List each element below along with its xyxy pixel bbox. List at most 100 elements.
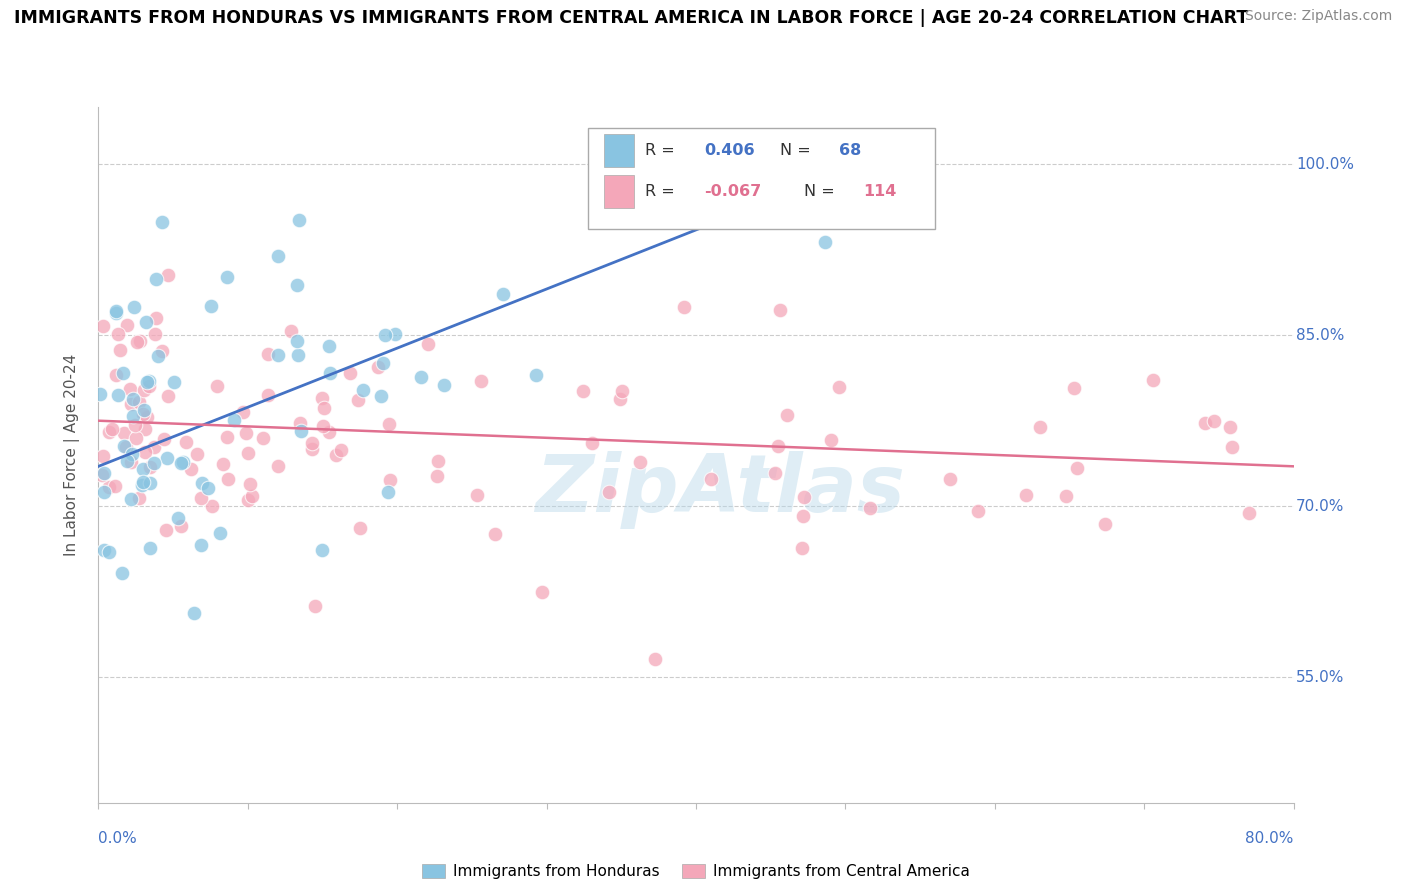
Point [409,369,432,384]
Point [814,235,837,249]
Point [122,300,145,314]
Point [426,469,449,483]
Point [267,459,290,474]
Point [105,306,128,320]
Point [132,475,155,489]
Point [115,453,138,467]
Point [209,525,232,540]
Point [190,539,212,553]
Point [240,489,263,503]
Text: IMMIGRANTS FROM HONDURAS VS IMMIGRANTS FROM CENTRAL AMERICA IN LABOR FORCE | AGE: IMMIGRANTS FROM HONDURAS VS IMMIGRANTS F… [14,9,1249,27]
Point [1054,489,1077,503]
Point [132,462,155,476]
Point [301,442,323,456]
Point [125,335,148,350]
Text: N =: N = [804,185,839,199]
Point [820,433,842,447]
Point [215,430,238,444]
Point [818,178,841,192]
Point [967,504,990,518]
Point [252,431,274,445]
Point [793,490,815,504]
Point [352,383,374,397]
Point [139,541,162,555]
Point [134,445,156,459]
Point [939,472,962,486]
Point [609,392,631,407]
Point [217,472,239,486]
Point [531,584,554,599]
Point [107,327,129,342]
Bar [605,175,634,209]
Point [769,303,792,318]
Point [93,449,115,463]
Point [162,375,184,389]
Point [112,439,135,453]
Point [267,249,290,263]
Point [139,475,162,490]
Point [266,348,288,362]
Point [235,426,257,441]
Point [183,606,205,620]
Point [190,491,212,505]
Point [766,439,789,453]
Text: 55.0%: 55.0% [1296,670,1344,685]
Text: N =: N = [779,143,815,158]
Point [129,334,152,348]
Point [1029,420,1052,434]
Point [370,389,392,403]
Point [89,387,111,401]
Point [122,392,145,407]
Point [108,343,131,358]
Point [145,271,167,285]
Text: 70.0%: 70.0% [1296,499,1344,514]
Point [491,286,513,301]
Text: 100.0%: 100.0% [1296,157,1354,171]
Point [200,299,222,313]
Point [311,543,333,558]
Point [153,432,176,446]
Point [285,334,308,348]
Point [312,419,335,434]
Point [581,436,603,450]
Point [301,436,323,450]
Point [104,479,127,493]
Point [156,268,179,283]
Point [236,493,259,508]
Point [1094,517,1116,532]
Point [373,356,395,370]
Point [93,484,115,499]
Point [377,484,399,499]
Text: R =: R = [644,185,679,199]
Point [828,380,851,394]
Point [124,418,146,433]
Point [121,447,143,461]
Point [101,422,124,436]
Point [98,480,121,494]
Point [142,457,165,471]
Point [105,368,128,383]
Point [132,407,155,421]
Point [426,453,449,467]
Point [211,457,233,471]
Point [156,389,179,403]
Text: 85.0%: 85.0% [1296,327,1344,343]
Point [1063,380,1085,394]
Point [339,366,361,380]
Point [197,482,219,496]
Point [120,454,142,468]
Point [318,339,340,353]
Text: -0.067: -0.067 [704,185,762,199]
Point [131,478,153,492]
Point [257,388,280,402]
Point [288,213,311,227]
Text: 68: 68 [839,143,862,158]
Point [111,566,134,580]
Point [524,368,547,383]
Point [191,475,214,490]
Point [349,521,371,535]
Point [107,388,129,402]
Point [692,134,714,148]
Point [792,541,814,555]
Text: ZipAtlas: ZipAtlas [534,450,905,529]
